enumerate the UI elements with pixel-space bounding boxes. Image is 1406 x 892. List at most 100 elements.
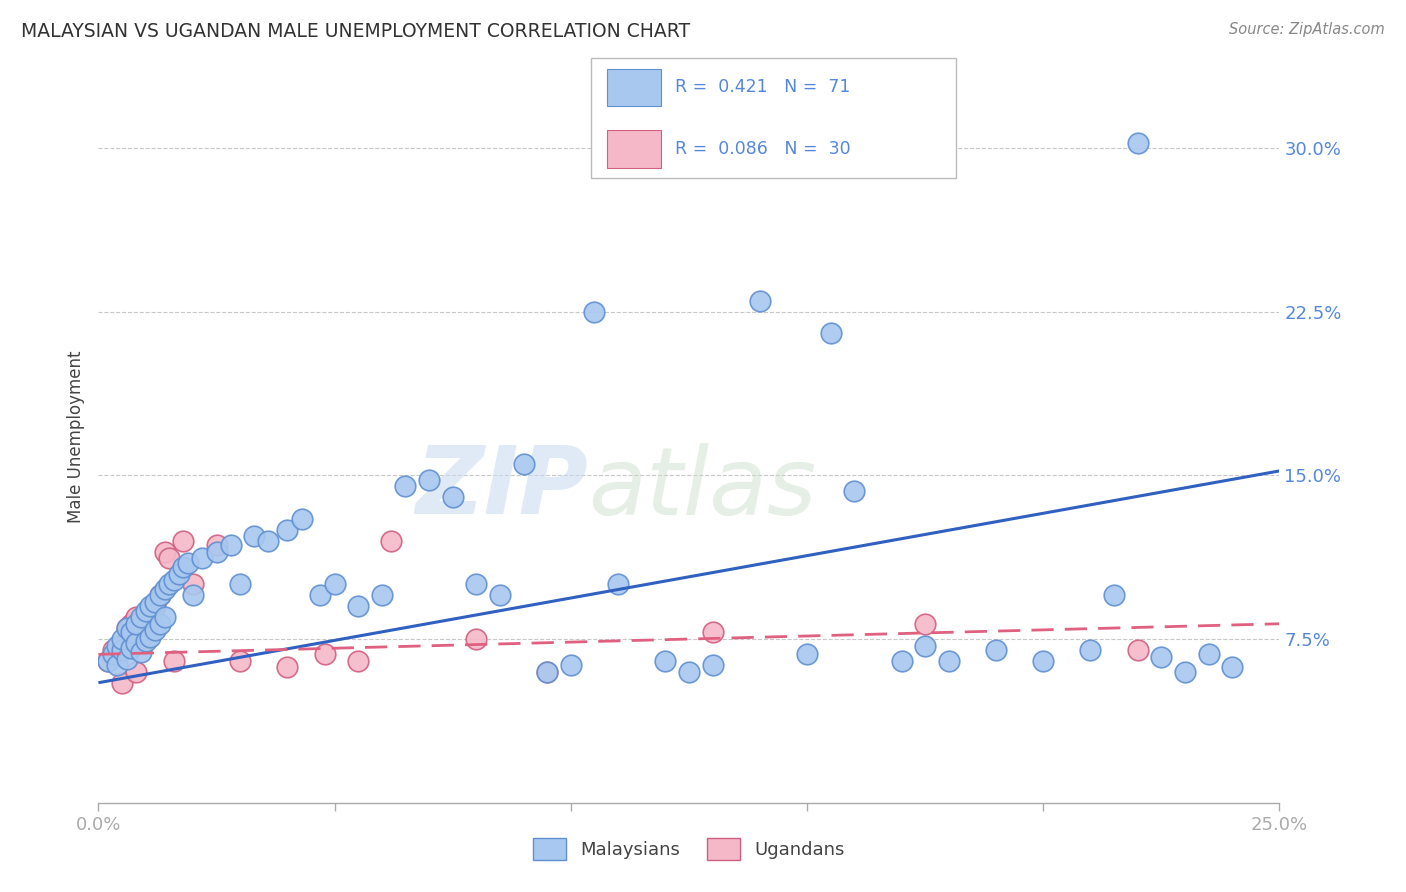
Text: ZIP: ZIP [416,442,589,534]
Malaysians [394,479,416,493]
Malaysians [111,643,134,657]
Malaysians [139,599,162,614]
Malaysians [139,630,162,644]
Text: atlas: atlas [589,442,817,533]
Malaysians [323,577,346,591]
Ugandans [181,577,204,591]
Malaysians [1220,660,1243,674]
Malaysians [125,636,148,650]
Malaysians [371,588,394,602]
Ugandans [105,648,128,662]
Text: Source: ZipAtlas.com: Source: ZipAtlas.com [1229,22,1385,37]
Ugandans [111,675,134,690]
Text: MALAYSIAN VS UGANDAN MALE UNEMPLOYMENT CORRELATION CHART: MALAYSIAN VS UGANDAN MALE UNEMPLOYMENT C… [21,22,690,41]
Malaysians [97,654,120,668]
Malaysians [101,648,124,662]
Malaysians [121,625,143,640]
Malaysians [135,604,157,618]
Malaysians [418,473,440,487]
Ugandans [276,660,298,674]
Malaysians [465,577,488,591]
Malaysians [149,588,172,602]
Malaysians [607,577,630,591]
Malaysians [583,304,606,318]
Malaysians [153,610,176,624]
Malaysians [257,533,280,548]
Malaysians [111,632,134,646]
Malaysians [748,293,770,308]
Malaysians [441,490,464,504]
Malaysians [219,538,242,552]
Ugandans [111,639,134,653]
Malaysians [654,654,676,668]
Ugandans [229,654,252,668]
Ugandans [149,588,172,602]
Ugandans [347,654,370,668]
Ugandans [153,545,176,559]
Malaysians [1126,136,1149,151]
Malaysians [115,621,138,635]
Ugandans [121,616,143,631]
Malaysians [121,640,143,655]
Malaysians [1102,588,1125,602]
Ugandans [115,621,138,635]
Malaysians [105,658,128,673]
Malaysians [1174,665,1197,679]
Malaysians [844,483,866,498]
Malaysians [276,523,298,537]
Ugandans [702,625,724,640]
Malaysians [191,551,214,566]
Ugandans [172,533,194,548]
Ugandans [101,643,124,657]
Malaysians [135,634,157,648]
Malaysians [890,654,912,668]
Ugandans [97,654,120,668]
Malaysians [149,616,172,631]
Ugandans [536,665,558,679]
Text: R =  0.086   N =  30: R = 0.086 N = 30 [675,140,851,158]
Ugandans [914,616,936,631]
Ugandans [135,625,157,640]
Malaysians [163,573,186,587]
Ugandans [139,615,162,629]
Malaysians [512,458,534,472]
Malaysians [702,658,724,673]
Malaysians [820,326,842,341]
Ugandans [163,654,186,668]
Malaysians [290,512,312,526]
Malaysians [984,643,1007,657]
Ugandans [125,665,148,679]
Malaysians [489,588,512,602]
Ugandans [380,533,402,548]
Malaysians [167,566,190,581]
Ugandans [143,599,166,614]
Malaysians [157,577,180,591]
Malaysians [1150,649,1173,664]
Malaysians [309,588,332,602]
Legend: Malaysians, Ugandans: Malaysians, Ugandans [526,830,852,867]
Malaysians [143,624,166,638]
Malaysians [1032,654,1054,668]
Malaysians [796,648,818,662]
Malaysians [229,577,252,591]
Malaysians [105,639,128,653]
Malaysians [177,556,200,570]
Text: R =  0.421   N =  71: R = 0.421 N = 71 [675,78,851,96]
Malaysians [129,610,152,624]
Malaysians [914,639,936,653]
Ugandans [1126,643,1149,657]
Malaysians [536,665,558,679]
Malaysians [125,616,148,631]
Y-axis label: Male Unemployment: Male Unemployment [66,351,84,524]
Malaysians [205,545,228,559]
Ugandans [465,632,488,646]
Malaysians [181,588,204,602]
Malaysians [243,529,266,543]
Malaysians [678,665,700,679]
Malaysians [153,582,176,596]
Malaysians [129,645,152,659]
Malaysians [938,654,960,668]
Malaysians [143,595,166,609]
Ugandans [205,538,228,552]
Ugandans [125,610,148,624]
